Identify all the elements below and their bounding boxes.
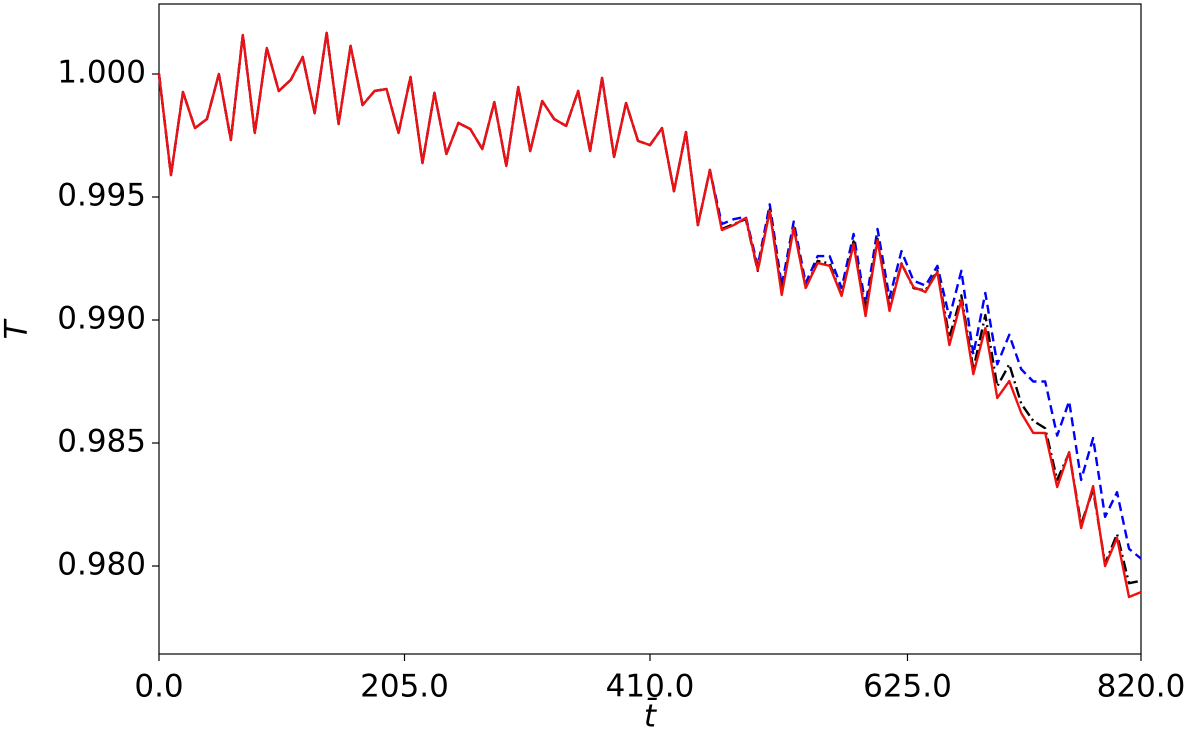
x-tick-label: 205.0 xyxy=(360,669,449,705)
y-tick-label: 0.990 xyxy=(57,301,146,337)
series-line xyxy=(157,31,1142,560)
x-tick-label: 625.0 xyxy=(863,669,952,705)
x-axis-label: t̄ xyxy=(644,698,658,735)
series-line xyxy=(157,31,1142,599)
y-tick-label: 1.000 xyxy=(57,55,146,91)
x-tick-label: 820.0 xyxy=(1097,669,1186,705)
y-tick-label: 0.985 xyxy=(57,424,146,460)
plot-frame xyxy=(158,3,1142,655)
y-tick-label: 0.980 xyxy=(57,547,146,583)
y-axis-label: T̄ xyxy=(0,318,35,339)
x-tick-label: 0.0 xyxy=(134,669,183,705)
x-tick-label: 410.0 xyxy=(606,669,695,705)
y-tick-label: 0.995 xyxy=(57,178,146,214)
series-line xyxy=(157,31,1142,585)
